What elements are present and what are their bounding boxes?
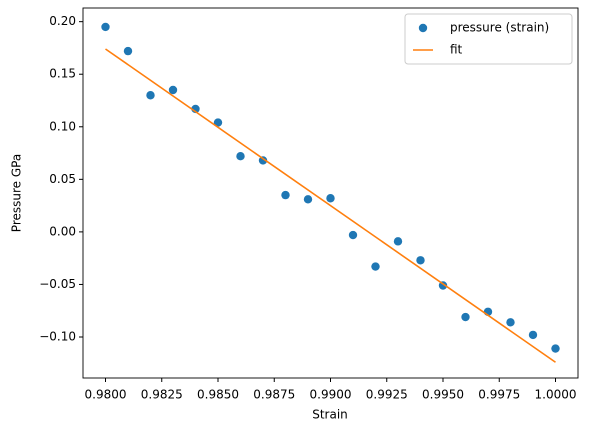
legend-marker — [418, 23, 428, 33]
plot-frame — [82, 7, 579, 379]
point — [281, 190, 290, 200]
point — [258, 156, 268, 165]
x-tick-label: 0.9800 — [85, 388, 127, 402]
point — [213, 118, 223, 127]
point — [123, 46, 133, 56]
y-tick-label: 0.15 — [49, 67, 76, 81]
point — [371, 262, 380, 271]
y-tick-label: −0.05 — [39, 277, 76, 291]
point — [326, 194, 335, 203]
point — [303, 195, 313, 204]
y-axis-label: Pressure GPa — [10, 154, 24, 232]
y-tick-label: −0.10 — [39, 330, 76, 344]
fit-line — [105, 48, 556, 363]
legend-box — [404, 13, 573, 65]
x-tick-label: 0.9900 — [310, 388, 352, 402]
y-tick-label: 0.10 — [49, 119, 76, 133]
x-tick-label: 0.9950 — [422, 388, 464, 402]
legend-label: pressure (strain) — [450, 21, 549, 35]
point — [348, 230, 358, 240]
y-tick-label: 0.05 — [49, 172, 76, 186]
y-tick-label: 0.20 — [49, 14, 76, 28]
legend-label: fit — [450, 43, 463, 57]
point — [461, 312, 470, 322]
x-axis-label: Strain — [312, 408, 348, 422]
point — [236, 152, 245, 161]
x-tick-label: 1.0000 — [535, 388, 577, 402]
y-tick-label: 0.00 — [49, 224, 76, 238]
point — [506, 318, 515, 327]
point — [551, 344, 560, 353]
x-tick-label: 0.9850 — [197, 388, 239, 402]
x-tick-label: 0.9925 — [366, 388, 408, 402]
point — [393, 237, 403, 246]
point — [146, 91, 155, 100]
point — [101, 22, 110, 32]
x-tick-label: 0.9975 — [478, 388, 520, 402]
x-tick-label: 0.9875 — [253, 388, 295, 402]
x-tick-label: 0.9825 — [141, 388, 183, 402]
point — [168, 85, 178, 95]
point — [528, 330, 538, 340]
point — [416, 256, 425, 265]
